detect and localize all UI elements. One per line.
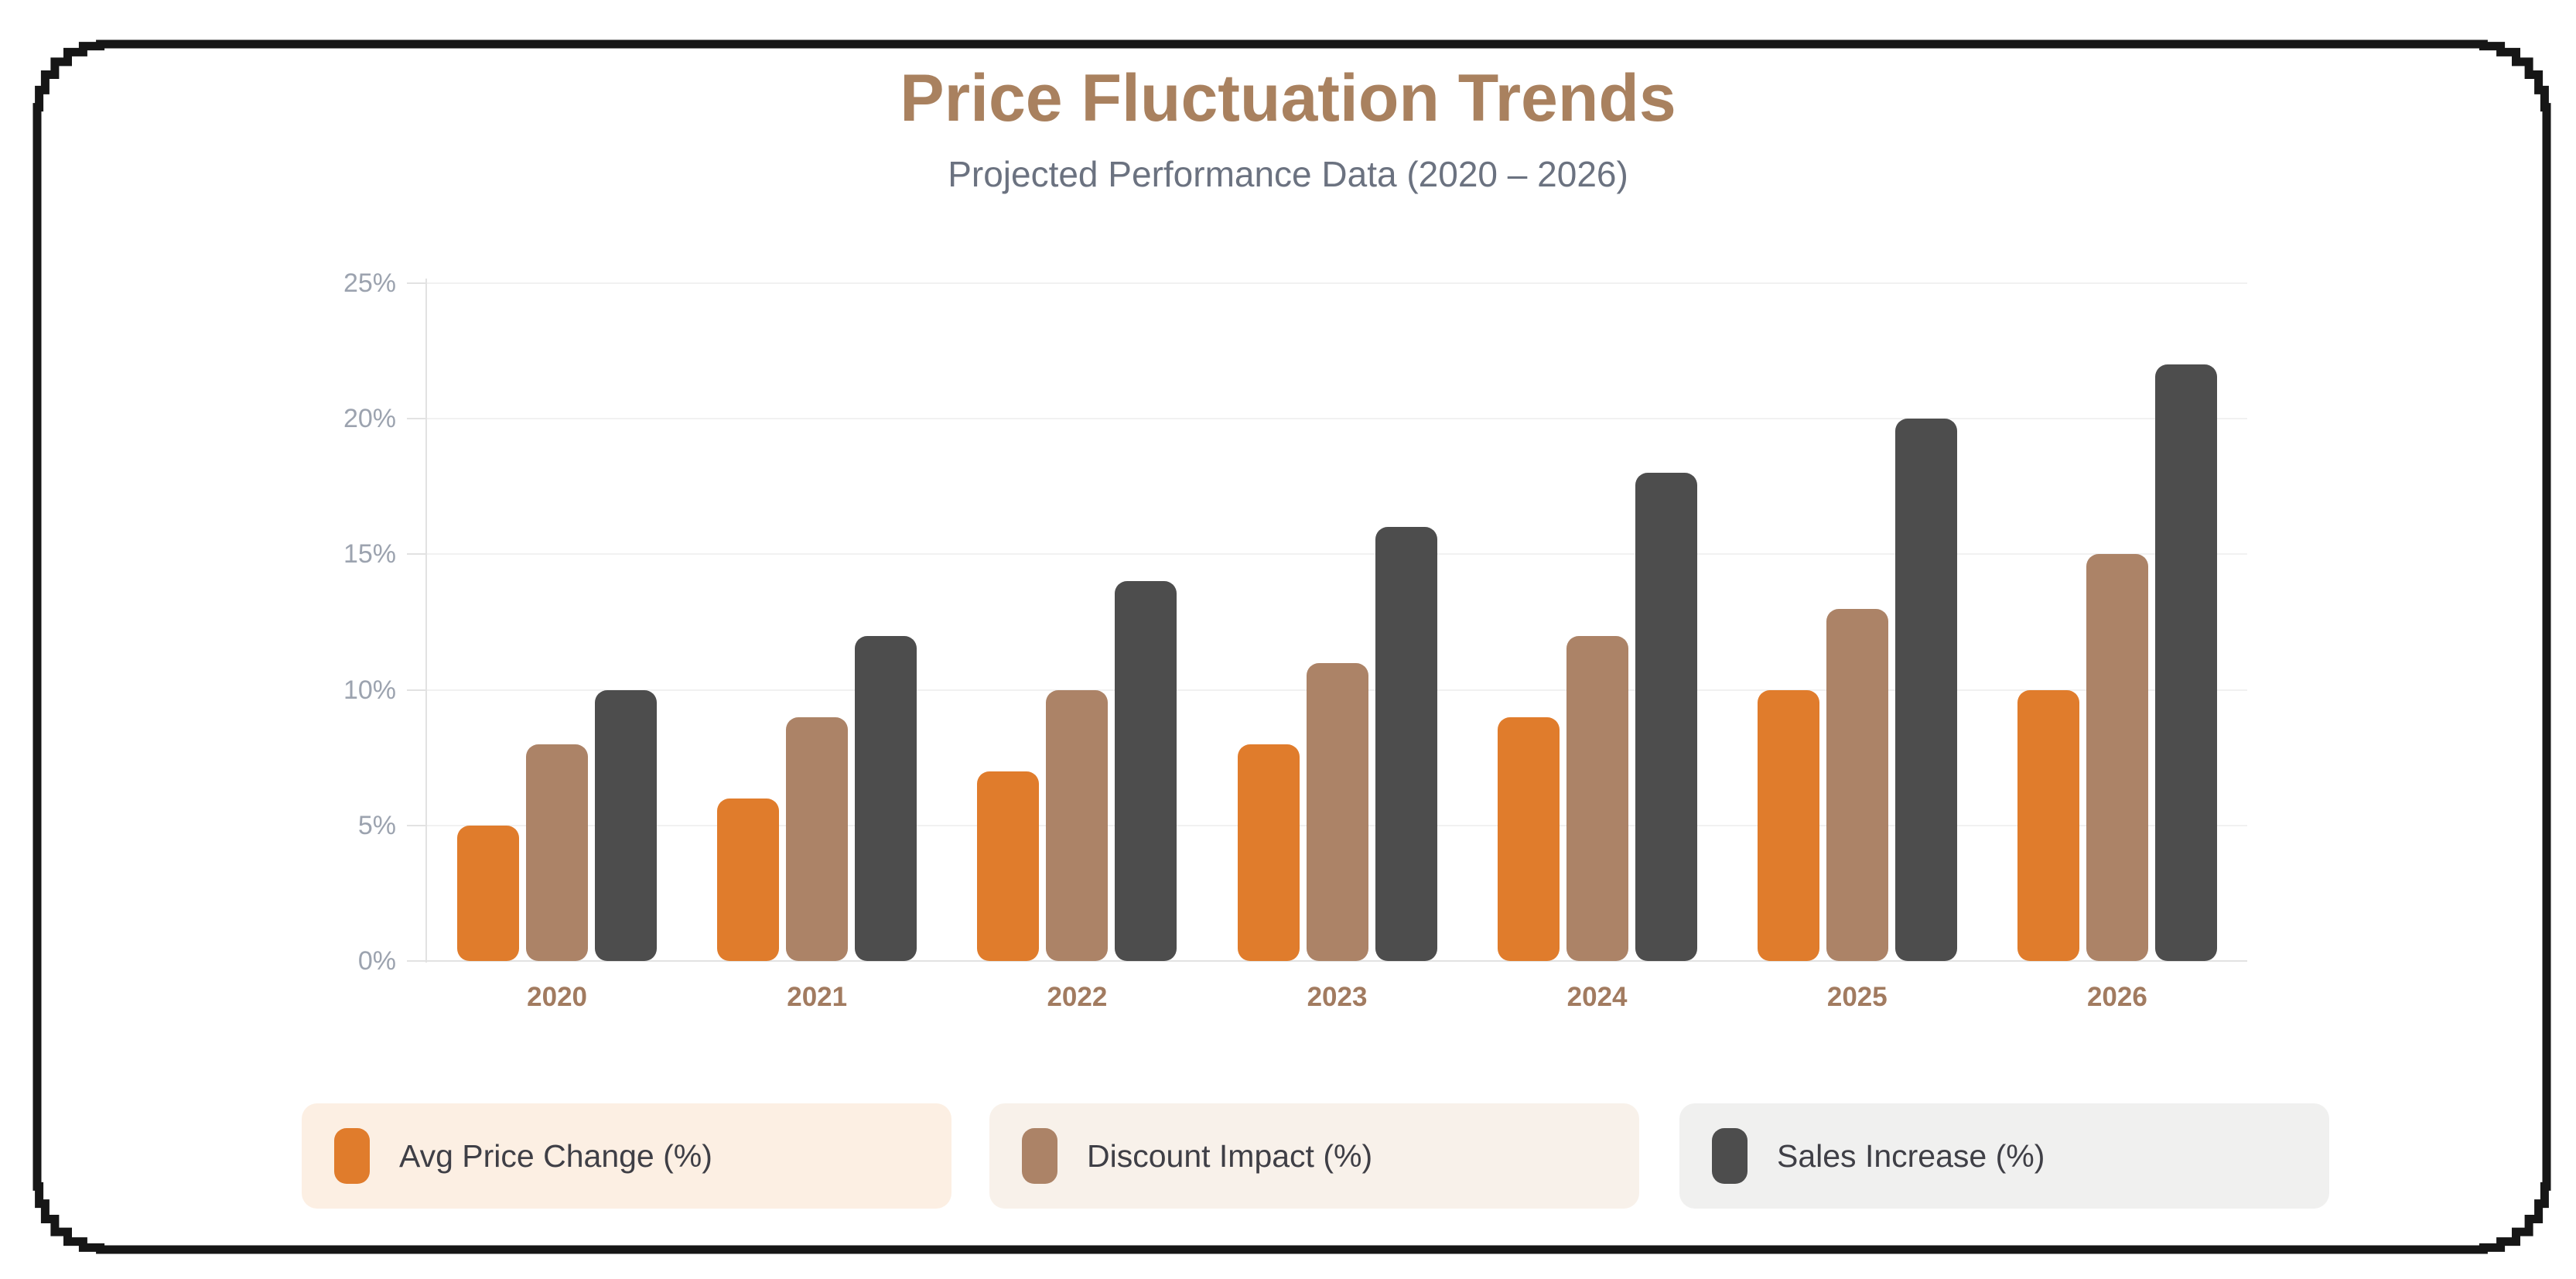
bar-2022-discount-impact[interactable] xyxy=(1046,689,1109,961)
y-tick-15 xyxy=(407,553,427,556)
y-tick-10 xyxy=(407,689,427,691)
bar-2022-sales-increase[interactable] xyxy=(1115,581,1177,961)
y-tick-0 xyxy=(407,960,427,962)
bar-2020-avg-price-change[interactable] xyxy=(457,825,520,961)
bar-2021-discount-impact[interactable] xyxy=(786,716,849,961)
x-axis-label-2022: 2022 xyxy=(1047,982,1108,1012)
bar-2026-avg-price-change[interactable] xyxy=(2017,689,2079,961)
legend-item-sales-increase[interactable]: Sales Increase (%) xyxy=(1679,1103,2329,1209)
legend-item-discount-impact[interactable]: Discount Impact (%) xyxy=(989,1103,1639,1209)
bar-2024-avg-price-change[interactable] xyxy=(1497,716,1560,961)
bar-2024-discount-impact[interactable] xyxy=(1566,635,1628,961)
bar-2023-sales-increase[interactable] xyxy=(1375,527,1437,961)
x-axis-label-2024: 2024 xyxy=(1566,982,1628,1012)
chart-title: Price Fluctuation Trends xyxy=(900,61,1676,135)
legend-swatch-sales-increase xyxy=(1712,1128,1748,1184)
y-tick-5 xyxy=(407,824,427,826)
legend-swatch-discount-impact xyxy=(1022,1128,1057,1184)
gridline-15 xyxy=(427,553,2247,556)
legend-item-avg-price-change[interactable]: Avg Price Change (%) xyxy=(302,1103,951,1209)
y-axis-label-20: 20% xyxy=(343,404,396,434)
gridline-20 xyxy=(427,418,2247,420)
y-axis-line xyxy=(425,279,427,963)
bar-2025-sales-increase[interactable] xyxy=(1894,419,1957,961)
bar-2026-sales-increase[interactable] xyxy=(2154,364,2217,961)
y-axis-label-0: 0% xyxy=(357,946,396,976)
bar-2021-sales-increase[interactable] xyxy=(855,635,917,961)
x-axis-label-2021: 2021 xyxy=(787,982,848,1012)
bar-2025-avg-price-change[interactable] xyxy=(1757,689,1819,961)
chart-subtitle: Projected Performance Data (2020 – 2026) xyxy=(948,154,1628,194)
bar-2020-sales-increase[interactable] xyxy=(595,689,658,961)
bar-2026-discount-impact[interactable] xyxy=(2086,554,2148,961)
y-axis-label-5: 5% xyxy=(357,810,396,840)
y-axis-label-15: 15% xyxy=(343,539,396,569)
legend-label-discount-impact: Discount Impact (%) xyxy=(1087,1137,1373,1174)
legend-label-avg-price-change: Avg Price Change (%) xyxy=(399,1137,712,1174)
bar-2021-avg-price-change[interactable] xyxy=(717,798,780,961)
x-axis-label-2026: 2026 xyxy=(2086,982,2147,1012)
bar-2025-discount-impact[interactable] xyxy=(1826,608,1888,961)
x-axis-label-2025: 2025 xyxy=(1826,982,1888,1012)
y-tick-20 xyxy=(407,418,427,420)
x-axis-label-2023: 2023 xyxy=(1307,982,1368,1012)
bar-2024-sales-increase[interactable] xyxy=(1635,473,1697,961)
bar-2023-avg-price-change[interactable] xyxy=(1237,744,1300,961)
x-axis-label-2020: 2020 xyxy=(527,982,588,1012)
gridline-25 xyxy=(427,282,2247,284)
legend-label-sales-increase: Sales Increase (%) xyxy=(1777,1137,2045,1174)
legend-swatch-avg-price-change xyxy=(334,1128,370,1184)
gridline-0 xyxy=(427,960,2247,962)
bar-2022-avg-price-change[interactable] xyxy=(977,771,1040,961)
y-axis-label-10: 10% xyxy=(343,675,396,705)
bar-2020-discount-impact[interactable] xyxy=(526,744,589,961)
bar-2023-discount-impact[interactable] xyxy=(1306,662,1368,961)
y-axis-label-25: 25% xyxy=(343,268,396,298)
y-tick-25 xyxy=(407,282,427,284)
